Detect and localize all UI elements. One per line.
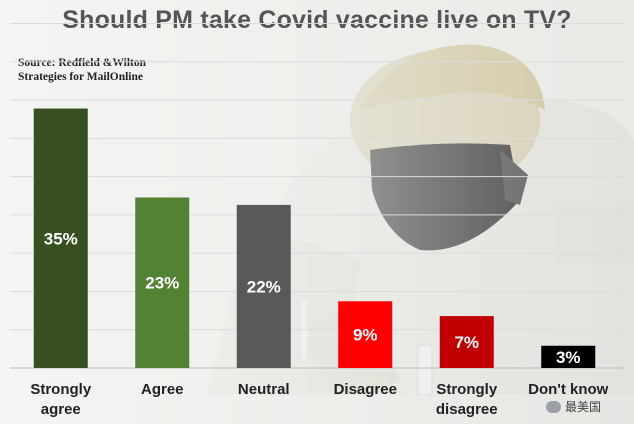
- bar: [236, 204, 291, 368]
- bar: [33, 108, 88, 369]
- bar: [135, 197, 190, 368]
- bar: [439, 316, 494, 368]
- category-label: Disagree: [334, 381, 397, 398]
- bars: [33, 108, 596, 369]
- data-label: 35%: [44, 229, 78, 248]
- bar: [541, 345, 596, 368]
- chart-title: Should PM take Covid vaccine live on TV?: [62, 6, 572, 34]
- data-labels: 35% 23% 22% 9% 7% 3%: [44, 229, 581, 367]
- watermark: 最美国: [546, 398, 601, 415]
- source-note: Source: Redfield &Wilton Strategies for …: [18, 57, 146, 83]
- category-label: Strongly disagree: [436, 381, 498, 418]
- bar: [338, 301, 393, 368]
- data-label: 7%: [454, 333, 479, 352]
- category-label: Neutral: [238, 381, 290, 398]
- chat-bubble-icon: [546, 400, 561, 413]
- data-label: 9%: [353, 326, 378, 345]
- category-labels: Strongly agree Agree Neutral Disagree Strongl…: [30, 381, 608, 418]
- data-label: 23%: [145, 274, 179, 293]
- category-label: Strongly agree: [30, 381, 91, 418]
- gridlines: [10, 23, 624, 369]
- category-label: Agree: [141, 381, 184, 398]
- data-label: 3%: [556, 348, 581, 367]
- category-label: Don't know: [528, 381, 609, 398]
- data-label: 22%: [247, 277, 281, 296]
- watermark-text: 最美国: [565, 400, 602, 414]
